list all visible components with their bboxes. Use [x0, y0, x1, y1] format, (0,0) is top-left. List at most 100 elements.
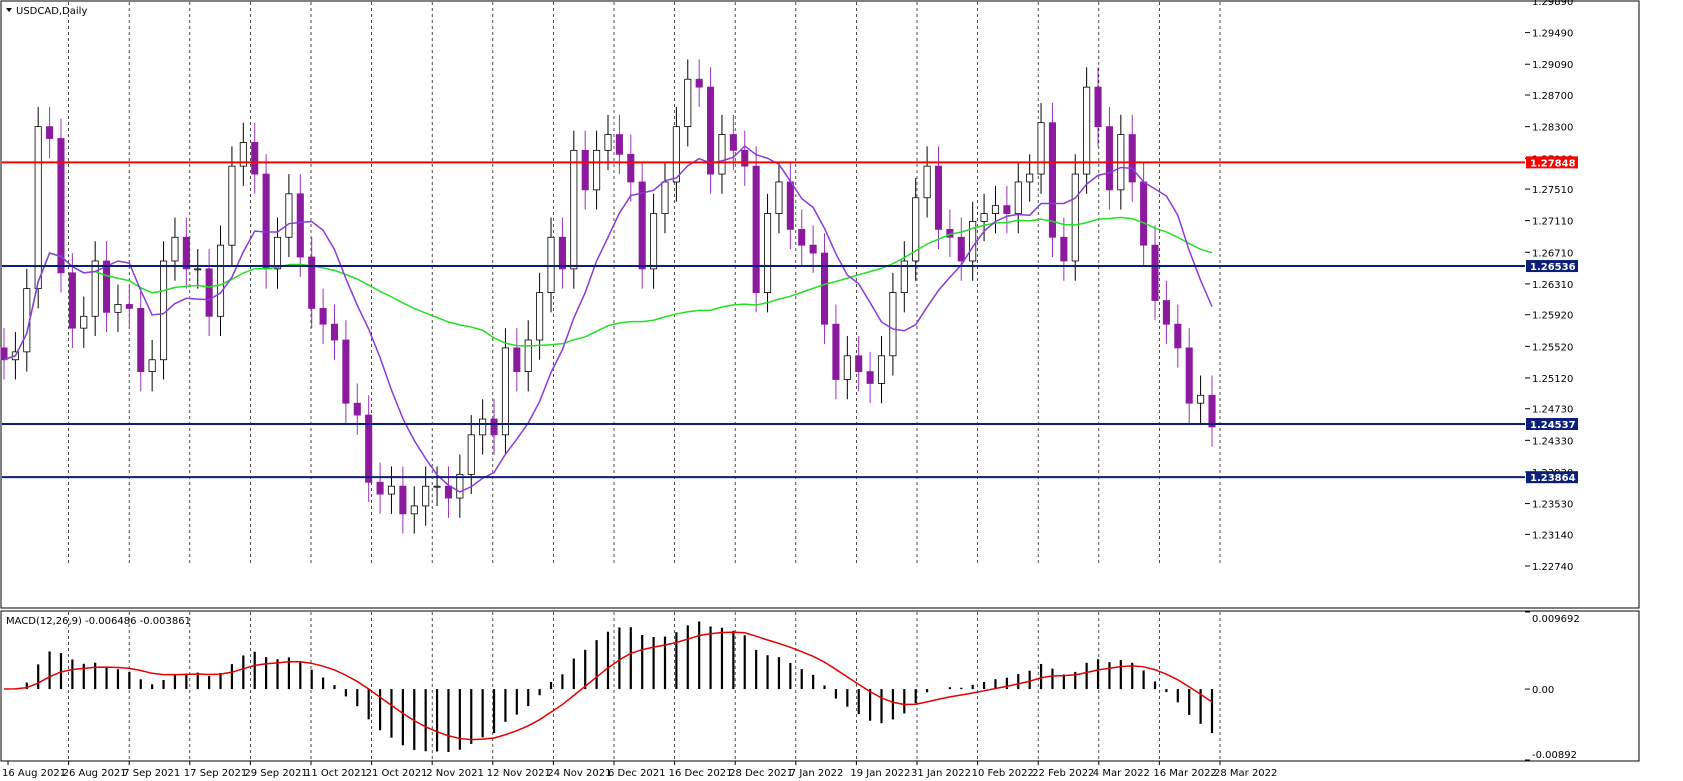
candle-body	[125, 304, 133, 309]
candle-body	[467, 434, 475, 475]
candle-body	[1094, 86, 1102, 128]
candle	[798, 209, 806, 265]
price-level-badges: 1.27848 1.26536 1.24537 1.23864	[1526, 156, 1578, 484]
ytick-label: 1.22740	[1532, 562, 1573, 573]
candle	[1037, 102, 1045, 194]
candle	[285, 174, 293, 258]
badge-bg	[1526, 156, 1578, 169]
candle-body	[1026, 173, 1034, 183]
candle-body	[422, 485, 430, 507]
badge-bg	[1526, 471, 1578, 484]
price-panel: 1.298901.294901.290901.287001.283001.279…	[0, 0, 1640, 609]
badge-text: 1.24537	[1530, 420, 1576, 431]
candle-body	[251, 142, 259, 175]
candle	[627, 134, 635, 202]
candle-body	[558, 236, 566, 270]
candle-body	[1208, 394, 1216, 428]
xtick-label: 24 Nov 2021	[547, 768, 611, 779]
candle	[148, 340, 156, 392]
candle	[330, 304, 339, 360]
candle	[376, 462, 384, 514]
candle	[103, 241, 111, 333]
candle-body	[1048, 122, 1056, 238]
candle-body	[809, 244, 817, 254]
candle-body	[1140, 181, 1148, 246]
candle-body	[399, 485, 407, 515]
candle	[570, 130, 578, 289]
candle-body	[900, 260, 908, 293]
candle	[1197, 375, 1205, 423]
candle	[1162, 280, 1170, 344]
candle	[650, 193, 658, 289]
xtick-label: 26 Aug 2021	[63, 768, 127, 779]
dropdown-triangle-icon[interactable]	[6, 8, 12, 12]
candle	[1014, 162, 1022, 234]
macd-label: MACD(12,26,9) -0.006486 -0.003861	[6, 616, 191, 627]
ytick-label: 1.25520	[1532, 342, 1573, 353]
ytick-label: 1.28700	[1532, 91, 1573, 102]
candle	[216, 225, 225, 337]
candle	[581, 130, 589, 210]
candle-body	[365, 414, 373, 483]
candle-body	[650, 213, 658, 270]
candle-body	[205, 268, 213, 317]
candle-body	[490, 418, 498, 436]
candle-body	[581, 149, 589, 191]
ytick-label: 1.26310	[1532, 280, 1573, 291]
candle-body	[262, 173, 270, 270]
candle-body	[843, 355, 851, 380]
candle-body	[1162, 300, 1170, 325]
candle	[433, 466, 441, 506]
candle-body	[296, 193, 304, 258]
candle	[239, 122, 247, 186]
candle-body	[798, 228, 806, 246]
candle	[319, 288, 327, 344]
candle-body	[1083, 86, 1091, 175]
candle	[1105, 106, 1113, 210]
candle-body	[1128, 134, 1136, 183]
candle-body	[957, 236, 965, 262]
candle-body	[182, 236, 190, 270]
xtick-label: 31 Jan 2022	[911, 768, 971, 779]
candle-body	[593, 149, 601, 191]
macd-signal-line	[3, 631, 1213, 741]
candle-body	[160, 260, 168, 361]
xtick-label: 12 Nov 2021	[487, 768, 551, 779]
candle	[91, 241, 99, 337]
candle-body	[707, 86, 715, 175]
candle-body	[456, 473, 464, 499]
candle-body	[342, 339, 350, 404]
candle	[524, 320, 532, 392]
candle	[866, 351, 874, 404]
candle-body	[524, 339, 532, 373]
price-panel-border	[0, 0, 1640, 609]
candle-body	[0, 347, 8, 361]
candle-body	[148, 359, 156, 373]
symbol-header[interactable]: USDCAD,Daily	[6, 6, 87, 17]
candle	[365, 395, 373, 502]
candle-body	[1197, 394, 1205, 404]
candle	[889, 272, 897, 376]
candle	[1185, 328, 1193, 423]
xtick-label: 6 Dec 2021	[608, 768, 666, 779]
candle	[456, 454, 464, 518]
candle-body	[615, 134, 623, 155]
candle-body	[934, 165, 943, 230]
candle-body	[171, 236, 179, 262]
candle-body	[137, 307, 145, 373]
candle-body	[536, 292, 544, 341]
candle	[251, 122, 259, 194]
badge-bg	[1526, 417, 1578, 430]
candle	[1128, 114, 1136, 202]
candle-body	[1185, 347, 1193, 404]
badge-text: 1.26536	[1530, 262, 1576, 273]
candle-body	[752, 165, 760, 293]
xtick-label: 4 Mar 2022	[1093, 768, 1150, 779]
xtick-label: 29 Sep 2021	[244, 768, 307, 779]
candle	[980, 193, 988, 242]
candle	[353, 383, 361, 435]
candle	[182, 217, 190, 289]
xtick-label: 28 Mar 2022	[1214, 768, 1277, 779]
candle	[46, 106, 54, 159]
candle	[501, 328, 509, 455]
